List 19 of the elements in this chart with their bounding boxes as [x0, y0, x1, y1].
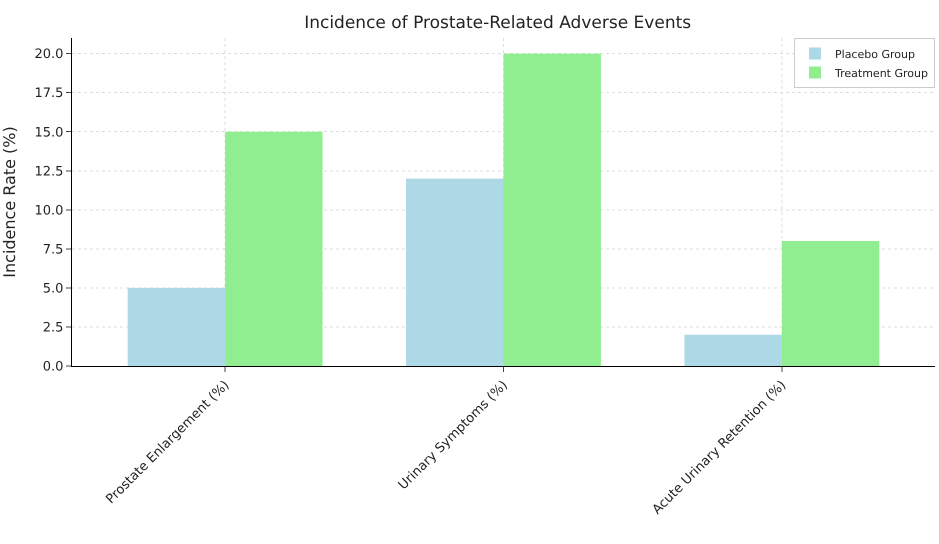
- y-tick-label: 15.0: [34, 125, 64, 140]
- y-tick-label: 17.5: [34, 86, 64, 102]
- bar: [504, 54, 601, 366]
- chart-title: Incidence of Prostate-Related Adverse Events: [304, 13, 692, 34]
- y-tick-label: 12.5: [34, 164, 64, 180]
- bar: [225, 132, 323, 366]
- y-tick-label: 2.5: [42, 320, 64, 336]
- y-axis-title: Incidence Rate (%): [0, 126, 19, 278]
- legend-label: Placebo Group: [835, 48, 915, 61]
- y-tick-label: 0.0: [42, 360, 64, 375]
- bar: [782, 241, 880, 366]
- legend-label: Treatment Group: [834, 66, 928, 80]
- y-tick-label: 10.0: [34, 203, 64, 218]
- bar: [684, 334, 782, 366]
- bar: [128, 288, 226, 366]
- bar: [406, 178, 504, 366]
- y-tick-label: 5.0: [42, 281, 64, 296]
- y-tick-label: 20.0: [34, 47, 64, 62]
- y-tick-label: 7.5: [42, 242, 64, 258]
